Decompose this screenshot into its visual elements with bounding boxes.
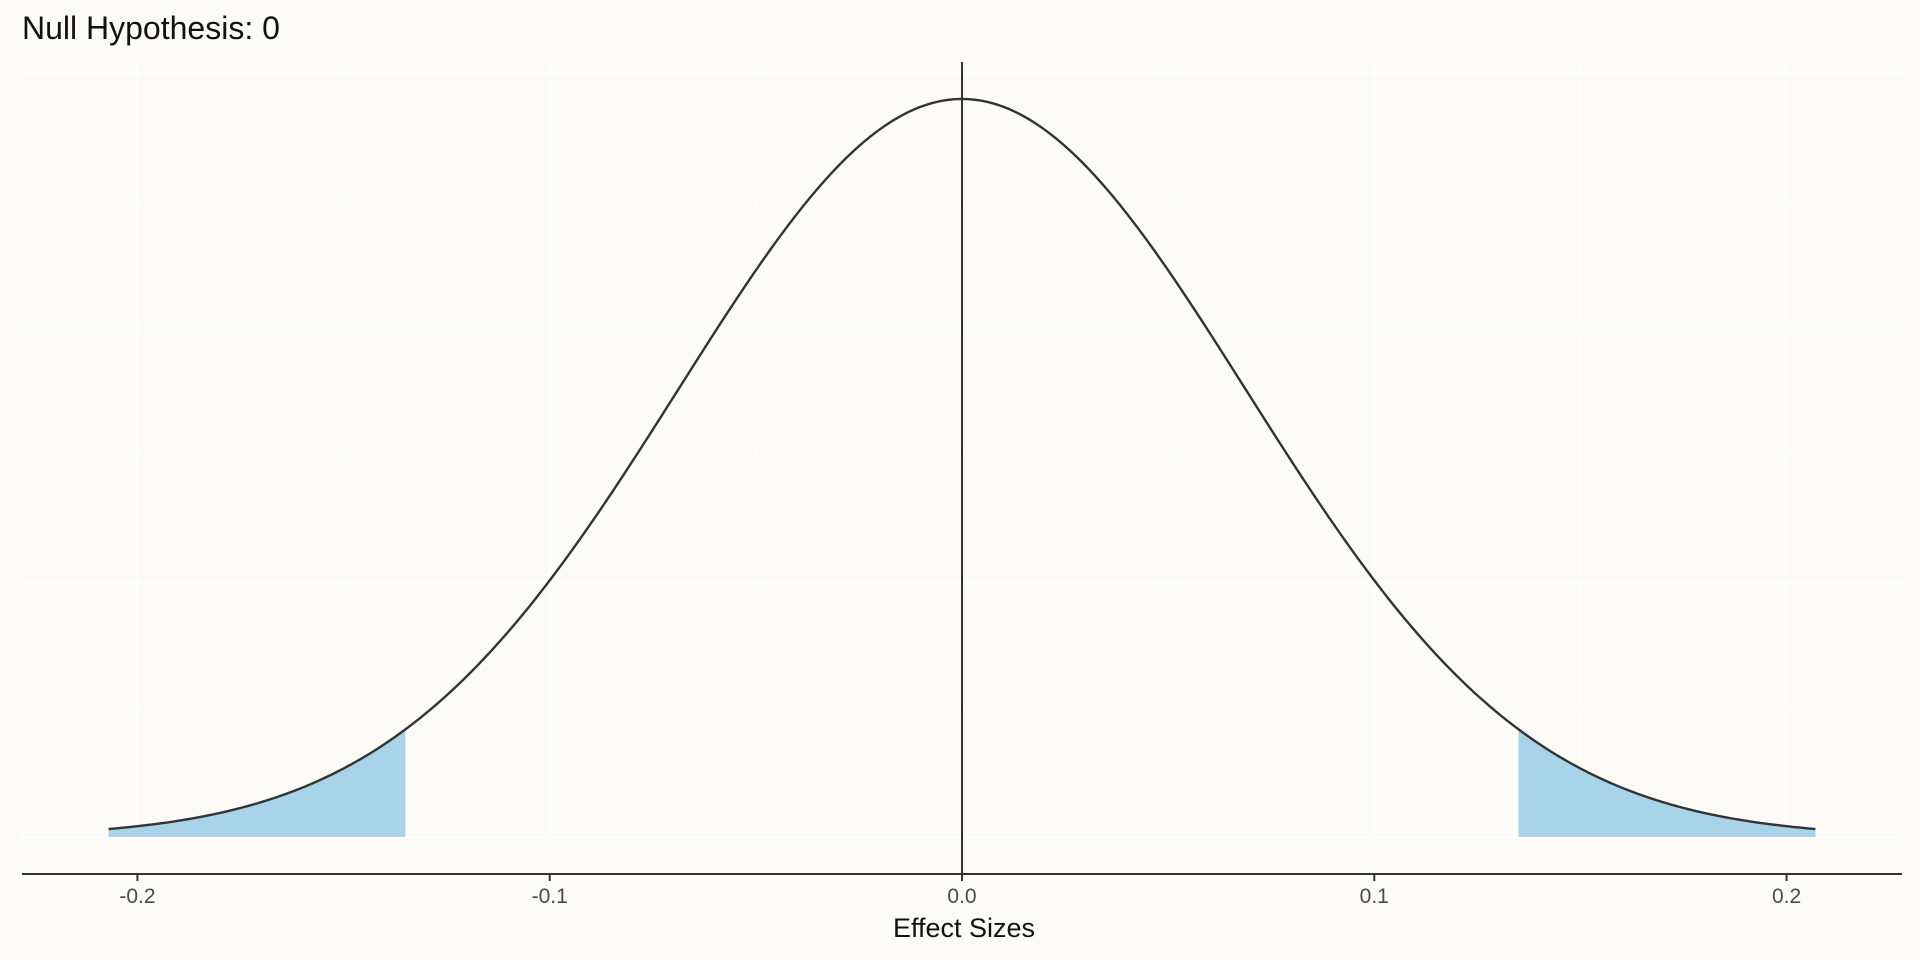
- left-tail-region: [108, 729, 406, 837]
- chart-title: Null Hypothesis: 0: [22, 10, 280, 46]
- x-tick-label: 0.0: [947, 885, 976, 908]
- right-tail-region: [1518, 729, 1816, 837]
- x-axis-title: Effect Sizes: [893, 913, 1035, 943]
- x-tick-label: 0.2: [1772, 885, 1801, 908]
- x-tick-label: -0.2: [119, 885, 155, 908]
- x-axis: -0.2 -0.1 0.0 0.1 0.2: [22, 873, 1902, 908]
- shaded-tails: [108, 729, 1816, 837]
- x-tick-label: 0.1: [1360, 885, 1389, 908]
- x-tick-label: -0.1: [532, 885, 568, 908]
